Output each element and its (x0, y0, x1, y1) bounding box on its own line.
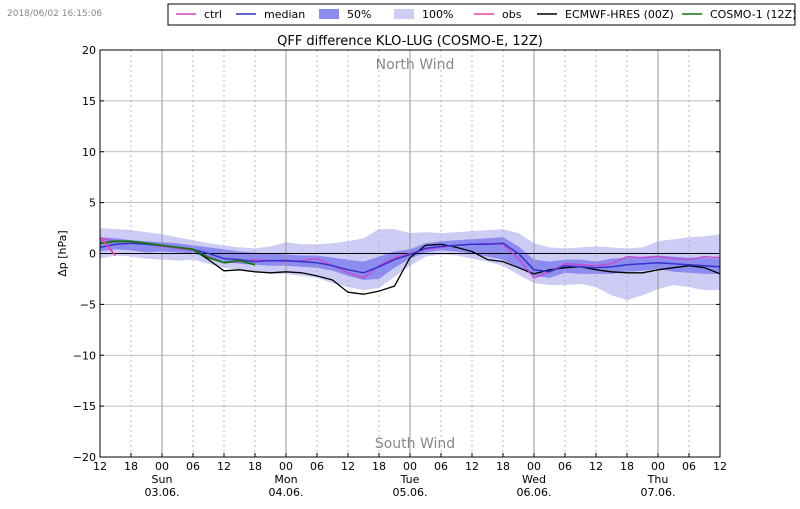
y-tick-label: −20 (73, 451, 96, 464)
x-tick-label: 12 (217, 460, 231, 473)
legend-item: 100% (394, 8, 453, 21)
x-tick-label: 12 (465, 460, 479, 473)
legend-label: COSMO-1 (12Z) (710, 8, 796, 21)
legend-patch-swatch (394, 9, 414, 19)
x-date-label: 03.06. (145, 486, 180, 499)
y-tick-label: 0 (89, 248, 96, 261)
north-wind-label: North Wind (376, 57, 455, 73)
legend-label: ctrl (204, 8, 222, 21)
x-date-label: Mon (274, 473, 297, 486)
x-tick-label: 12 (589, 460, 603, 473)
x-tick-label: 06 (558, 460, 572, 473)
x-tick-label: 18 (496, 460, 510, 473)
y-tick-label: 5 (89, 197, 96, 210)
legend-item: median (236, 8, 305, 21)
x-date-label: Tue (400, 473, 420, 486)
y-axis-label: Δp [hPa] (56, 230, 69, 276)
y-tick-label: −15 (73, 400, 96, 413)
x-tick-label: 18 (248, 460, 262, 473)
legend: ctrl median 50% 100% obs ECMWF-HRES (00Z) COSM… (167, 3, 796, 26)
x-tick-label: 18 (372, 460, 386, 473)
legend-item: COSMO-1 (12Z) (682, 8, 796, 21)
legend-item: ctrl (176, 8, 222, 21)
x-tick-label: 06 (186, 460, 200, 473)
y-tick-label: −10 (73, 349, 96, 362)
x-tick-label: 12 (341, 460, 355, 473)
legend-label: obs (502, 8, 522, 21)
x-tick-label: 06 (434, 460, 448, 473)
x-date-label: 04.06. (269, 486, 304, 499)
legend-label: 100% (422, 8, 453, 21)
y-tick-label: 15 (82, 95, 96, 108)
x-tick-label: 12 (713, 460, 727, 473)
y-tick-label: 10 (82, 146, 96, 159)
x-tick-label: 06 (682, 460, 696, 473)
chart-title: QFF difference KLO-LUG (COSMO-E, 12Z) (277, 34, 543, 49)
x-date-label: Thu (647, 473, 669, 486)
x-tick-label: 18 (124, 460, 138, 473)
x-date-label: 07.06. (641, 486, 676, 499)
y-tick-label: 20 (82, 44, 96, 57)
x-tick-label: 00 (155, 460, 169, 473)
legend-item: ECMWF-HRES (00Z) (537, 8, 674, 21)
x-tick-label: 00 (651, 460, 665, 473)
x-date-label: 05.06. (393, 486, 428, 499)
legend-item: 50% (319, 8, 371, 21)
y-tick-label: −5 (80, 298, 96, 311)
legend-label: median (264, 8, 305, 21)
x-date-label: Wed (522, 473, 546, 486)
legend-label: 50% (347, 8, 371, 21)
timestamp: 2018/06/02 16:15:06 (7, 9, 102, 19)
x-date-label: Sun (152, 473, 173, 486)
x-tick-label: 06 (310, 460, 324, 473)
x-tick-label: 00 (279, 460, 293, 473)
x-tick-label: 18 (620, 460, 634, 473)
x-tick-label: 12 (93, 460, 107, 473)
legend-patch-swatch (319, 9, 339, 19)
series-ecmwf-hres-00z-line (161, 243, 721, 295)
legend-item: obs (474, 8, 522, 21)
south-wind-label: South Wind (375, 436, 455, 452)
x-tick-label: 00 (527, 460, 541, 473)
x-tick-label: 00 (403, 460, 417, 473)
series-cosmo-1-12z-line (99, 240, 256, 266)
series-median-line (99, 242, 721, 274)
x-date-label: 06.06. (517, 486, 552, 499)
series-obs-line (99, 236, 117, 257)
legend-label: ECMWF-HRES (00Z) (565, 8, 674, 21)
